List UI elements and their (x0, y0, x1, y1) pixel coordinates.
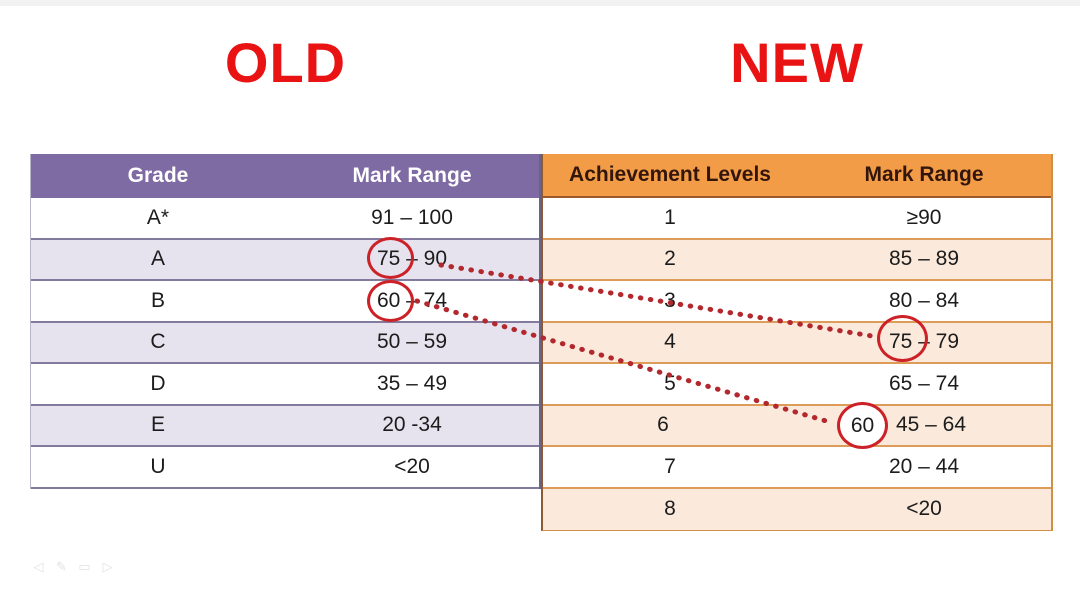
new-mark-range-column-header: Mark Range (864, 163, 984, 186)
circled-60-label: 60 (850, 413, 875, 437)
circle-annotation-old-60 (367, 280, 414, 322)
mark-range-cell: 85 – 89 (888, 247, 960, 271)
table-row: A 75 – 90 (31, 239, 539, 281)
old-grades-table: Grade Mark Range A* 91 – 100 A 75 – 90 B… (30, 154, 541, 489)
mark-range-cell: 20 -34 (382, 413, 442, 437)
achievement-levels-column-header: Achievement Levels (569, 163, 771, 186)
top-edge-band (0, 0, 1080, 6)
mark-range-cell: 50 – 59 (376, 330, 448, 354)
table-row: A* 91 – 100 (31, 198, 539, 240)
table-row: 7 20 – 44 (543, 447, 1051, 489)
next-slide-icon[interactable]: ▷ (102, 559, 113, 574)
level-cell: 3 (664, 288, 676, 312)
new-achievement-table: Achievement Levels Mark Range 1 ≥90 2 85… (541, 154, 1053, 531)
pen-icon[interactable]: ✎ (56, 559, 67, 574)
level-cell: 6 (657, 413, 669, 437)
circle-annotation-old-75 (367, 237, 414, 279)
level-cell: 5 (664, 371, 676, 395)
mark-range-cell: 20 – 44 (888, 454, 960, 478)
table-row: C 50 – 59 (31, 322, 539, 364)
grade-cell: A* (146, 205, 170, 229)
mark-range-cell: 91 – 100 (371, 205, 453, 229)
table-row: 4 75 – 79 (543, 322, 1051, 364)
new-table-header: Achievement Levels Mark Range (543, 154, 1051, 198)
level-cell: 8 (664, 497, 676, 521)
table-row: 8 <20 (543, 488, 1051, 530)
mark-range-cell: <20 (394, 454, 430, 478)
table-row: 5 65 – 74 (543, 364, 1051, 406)
mark-range-cell: 80 – 84 (888, 288, 960, 312)
grade-cell: U (150, 454, 166, 478)
mark-range-cell: 65 – 74 (888, 371, 960, 395)
table-row: U <20 (31, 447, 539, 489)
level-cell: 7 (664, 454, 676, 478)
mark-range-cell: <20 (906, 497, 942, 521)
grade-cell: D (150, 371, 166, 395)
mark-range-cell: 45 – 64 (895, 413, 967, 437)
old-mark-range-column-header: Mark Range (352, 164, 472, 187)
old-table-header: Grade Mark Range (31, 154, 539, 198)
level-cell: 4 (664, 330, 676, 354)
grade-cell: E (150, 413, 165, 437)
old-grade-column-header: Grade (127, 164, 189, 187)
grade-cell: C (150, 330, 166, 354)
table-row: 2 85 – 89 (543, 239, 1051, 281)
table-row: D 35 – 49 (31, 364, 539, 406)
table-row: 1 ≥90 (543, 198, 1051, 240)
circle-annotation-new-60: 60 (837, 402, 888, 449)
old-heading: OLD (224, 31, 347, 94)
level-cell: 2 (664, 247, 676, 271)
table-row: 3 80 – 84 (543, 281, 1051, 323)
mark-range-cell: 35 – 49 (376, 371, 448, 395)
level-cell: 1 (664, 205, 676, 229)
table-row: 6 45 – 64 (543, 405, 1051, 447)
slideshow-toolbar: ◁ ✎ ▭ ▷ (32, 559, 114, 574)
new-heading: NEW (730, 31, 864, 94)
slides-overview-icon[interactable]: ▭ (78, 559, 91, 574)
grade-cell: B (150, 288, 165, 312)
previous-slide-icon[interactable]: ◁ (33, 559, 44, 574)
mark-range-cell: ≥90 (906, 205, 942, 229)
grade-cell: A (150, 247, 165, 271)
table-row: E 20 -34 (31, 405, 539, 447)
table-row: B 60 – 74 (31, 281, 539, 323)
circle-annotation-new-75 (877, 315, 928, 362)
